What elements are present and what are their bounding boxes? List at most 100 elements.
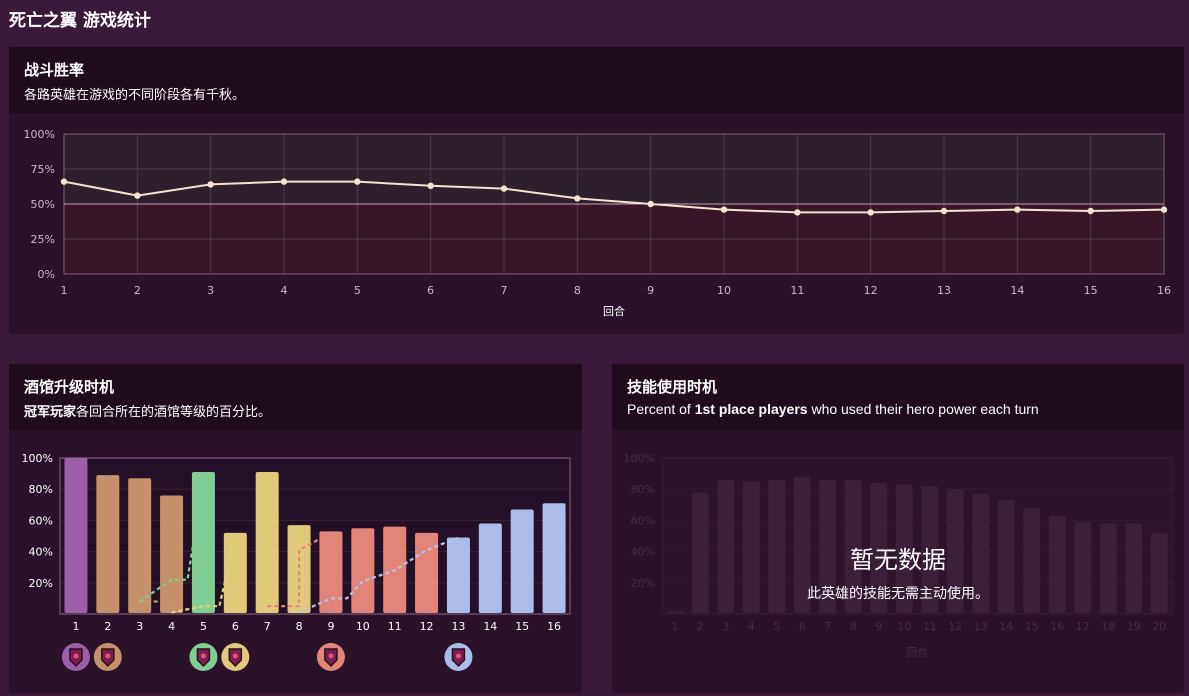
x-tick-label: 14 (1010, 284, 1024, 297)
heropower-bar (666, 610, 684, 613)
tier-2-badge-icon[interactable] (61, 643, 90, 671)
heropower-bar (1150, 532, 1168, 613)
x-tick-label: 16 (1157, 284, 1171, 297)
heropower-bar (844, 479, 862, 613)
tier-progress-line (139, 479, 205, 603)
y-tick-label: 80% (29, 483, 53, 496)
tavern-bar (160, 495, 184, 613)
heropower-subtitle: Percent of 1st place players who used th… (627, 401, 1169, 417)
x-tick-label: 10 (717, 284, 731, 297)
x-tick-label: 7 (824, 620, 831, 633)
tier-6-badge-icon[interactable] (444, 643, 473, 671)
heropower-bar (1074, 521, 1092, 613)
x-tick-label: 8 (296, 620, 303, 633)
x-tick-label: 13 (451, 620, 465, 633)
winrate-point (60, 178, 68, 185)
x-tick-label: 1 (61, 284, 68, 297)
y-tick-label: 75% (31, 163, 55, 176)
x-tick-label: 5 (773, 620, 780, 633)
heropower-subtitle-post: who used their hero power each turn (807, 401, 1039, 417)
tier-progress-line (171, 535, 237, 614)
heropower-bar (1048, 515, 1066, 613)
x-tick-label: 14 (999, 620, 1013, 633)
winrate-point (280, 178, 288, 185)
x-tick-label: 5 (354, 284, 361, 297)
y-tick-label: 60% (29, 514, 53, 527)
heropower-bar (997, 500, 1015, 613)
tavern-bar (446, 537, 470, 613)
x-tick-label: 3 (136, 620, 143, 633)
x-tick-label: 17 (1076, 620, 1090, 633)
x-tick-label: 16 (547, 620, 561, 633)
winrate-point (1160, 206, 1168, 213)
tavern-subtitle: 冠军玩家各回合所在的酒馆等级的百分比。 (24, 401, 567, 420)
tier-5-badge-icon[interactable] (316, 643, 345, 671)
heropower-subtitle-pre: Percent of (627, 401, 695, 417)
x-tick-label: 11 (388, 620, 402, 633)
tier-4-badge-icon[interactable] (189, 643, 218, 671)
x-tick-label: 11 (923, 620, 937, 633)
x-tick-label: 15 (1084, 284, 1098, 297)
y-tick-label: 100% (624, 452, 655, 465)
x-tick-label: 6 (232, 620, 239, 633)
y-tick-label: 80% (631, 483, 655, 496)
x-tick-label: 4 (281, 284, 288, 297)
x-tick-label: 2 (134, 284, 141, 297)
heropower-bar (717, 479, 735, 613)
y-tick-label: 60% (631, 514, 655, 527)
y-tick-label: 25% (31, 233, 55, 246)
x-axis-label: 回合 (906, 645, 928, 659)
tavern-bar (64, 458, 88, 613)
x-tick-label: 6 (427, 284, 434, 297)
x-tick-label: 8 (574, 284, 581, 297)
x-tick-label: 20 (1152, 620, 1166, 633)
x-tick-label: 3 (722, 620, 729, 633)
x-tick-label: 3 (207, 284, 214, 297)
x-tick-label: 15 (1025, 620, 1039, 633)
heropower-subtitle-bold: 1st place players (694, 401, 808, 417)
tavern-bar (128, 478, 152, 613)
tavern-chart[interactable]: 20%40%60%80%100%1 2 3 4 5 6 7 8 9 10 11 12 13 14 15 16 (9, 430, 582, 693)
x-tick-label: 13 (974, 620, 988, 633)
winrate-header: 战斗胜率 各路英雄在游戏的不同阶段各有千秋。 (9, 47, 1184, 113)
tavern-bar (96, 475, 120, 613)
winrate-point (794, 209, 801, 216)
tier-4-badge-icon[interactable] (221, 643, 250, 671)
x-tick-label: 12 (948, 620, 962, 633)
winrate-point (940, 207, 948, 215)
heropower-bar (921, 486, 939, 613)
plot-border (661, 457, 1173, 615)
x-tick-label: 10 (897, 620, 911, 633)
heropower-chart: 20%40%60%80%100%1 2 3 4 5 6 7 8 9 10 11 12 13 14 15 16 1… (624, 452, 1173, 659)
winrate-point (134, 192, 141, 199)
tavern-bar (415, 532, 439, 613)
x-tick-label: 15 (515, 620, 529, 633)
tavern-bar (319, 531, 343, 613)
heropower-header: 技能使用时机 Percent of 1st place players who … (612, 364, 1184, 430)
x-tick-label: 14 (483, 620, 497, 633)
heropower-bar (1023, 507, 1041, 613)
x-tick-label: 4 (748, 620, 755, 633)
winrate-line (63, 180, 1165, 214)
heropower-bar (819, 479, 837, 613)
x-tick-label: 10 (356, 620, 370, 633)
heropower-bar (895, 484, 913, 613)
heropower-bar (972, 493, 990, 613)
heropower-bar (1125, 523, 1143, 613)
y-tick-label: 40% (631, 546, 655, 559)
tier-3-badge-icon[interactable] (93, 643, 122, 671)
tavern-title: 酒馆升级时机 (24, 378, 115, 396)
y-tick-label: 0% (38, 268, 55, 281)
x-tick-label: 1 (671, 620, 678, 633)
x-tick-label: 1 (72, 620, 79, 633)
no-data-title: 暂无数据 (850, 546, 946, 574)
heropower-bar (793, 476, 811, 613)
heropower-panel: 技能使用时机 Percent of 1st place players who … (612, 364, 1184, 693)
x-tick-label: 7 (501, 284, 508, 297)
x-axis-label: 回合 (603, 304, 625, 318)
page-title: 死亡之翼 游戏统计 (9, 11, 151, 31)
tavern-subtitle-bold: 冠军玩家 (24, 405, 77, 420)
y-tick-label: 50% (31, 198, 55, 211)
x-tick-label: 5 (200, 620, 207, 633)
